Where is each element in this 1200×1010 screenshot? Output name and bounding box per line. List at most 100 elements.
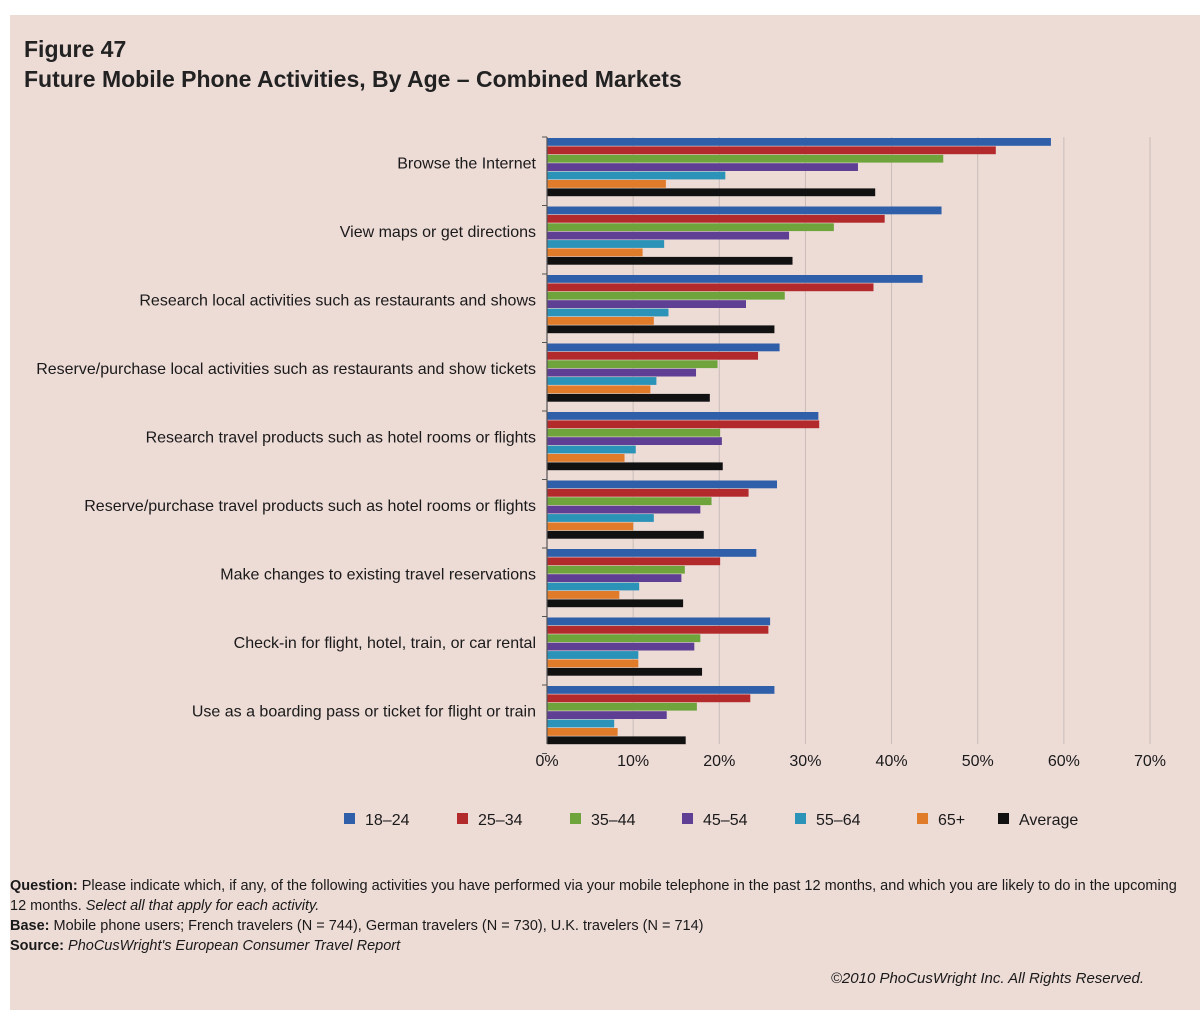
bar-2-2 — [547, 291, 785, 300]
category-labels: Browse the Internet View maps or get dire… — [36, 156, 536, 721]
bar-7-1 — [547, 625, 769, 634]
source-note: Source: PhoCusWright's European Consumer… — [10, 936, 1190, 956]
copyright: ©2010 PhoCusWright Inc. All Rights Reser… — [830, 970, 1144, 987]
x-tick-label-5: 50% — [962, 753, 994, 770]
base-label: Base: — [10, 918, 50, 934]
x-tick-label-4: 40% — [876, 753, 908, 770]
bar-8-0 — [547, 686, 775, 694]
bar-3-1 — [547, 351, 759, 360]
bar-4-3 — [547, 437, 722, 445]
x-tick-label-2: 20% — [703, 753, 735, 770]
legend-label-2: 35–44 — [591, 812, 636, 829]
bar-0-3 — [547, 163, 858, 171]
category-label-5: Reserve/purchase travel products such as… — [84, 498, 536, 515]
bar-7-2 — [547, 634, 701, 643]
legend-swatch-2 — [570, 813, 581, 824]
category-label-2: Research local activities such as restau… — [139, 293, 536, 310]
chart-title: Future Mobile Phone Activities, By Age –… — [24, 66, 682, 92]
legend-label-1: 25–34 — [478, 812, 523, 829]
bar-2-6 — [547, 325, 775, 334]
source-label: Source: — [10, 938, 64, 954]
bar-2-4 — [547, 308, 669, 317]
bar-5-4 — [547, 514, 654, 522]
question-text: Please indicate which, if any, of the fo… — [10, 878, 1177, 914]
x-tick-label-6: 60% — [1048, 753, 1080, 770]
bar-2-3 — [547, 300, 746, 308]
bar-5-1 — [547, 488, 749, 497]
bar-7-6 — [547, 667, 703, 676]
bar-7-4 — [547, 651, 639, 659]
bar-4-4 — [547, 445, 636, 454]
category-label-7: Check-in for flight, hotel, train, or ca… — [234, 635, 536, 652]
bar-1-2 — [547, 223, 834, 232]
bars — [547, 138, 1051, 745]
bar-6-4 — [547, 582, 640, 591]
bar-0-0 — [547, 138, 1051, 146]
bar-6-2 — [547, 565, 685, 574]
question-label: Question: — [10, 878, 78, 894]
bar-8-5 — [547, 728, 618, 736]
bar-5-0 — [547, 480, 778, 489]
bar-0-4 — [547, 171, 726, 180]
bar-1-5 — [547, 248, 643, 257]
bar-1-1 — [547, 214, 885, 223]
base-note: Base: Mobile phone users; French travele… — [10, 916, 1190, 936]
question-note: Question: Please indicate which, if any,… — [10, 876, 1190, 916]
bar-5-6 — [547, 530, 704, 539]
bar-5-5 — [547, 522, 634, 531]
legend-swatch-1 — [457, 813, 468, 824]
category-label-1: View maps or get directions — [340, 224, 536, 241]
base-text: Mobile phone users; French travelers (N … — [53, 918, 704, 934]
category-label-4: Research travel products such as hotel r… — [146, 430, 536, 447]
bar-3-3 — [547, 368, 697, 377]
bar-1-4 — [547, 240, 665, 248]
category-label-3: Reserve/purchase local activities such a… — [36, 361, 536, 378]
bar-2-0 — [547, 275, 923, 283]
legend-label-6: Average — [1019, 812, 1078, 829]
legend-swatch-4 — [795, 813, 806, 824]
bar-5-2 — [547, 497, 712, 506]
bar-4-0 — [547, 412, 819, 420]
bar-5-3 — [547, 505, 701, 514]
x-tick-label-0: 0% — [535, 753, 558, 770]
legend-swatch-0 — [344, 813, 355, 824]
bar-4-5 — [547, 454, 625, 462]
notes: Question: Please indicate which, if any,… — [10, 876, 1190, 956]
x-tick-label-1: 10% — [617, 753, 649, 770]
bar-3-2 — [547, 360, 718, 369]
figure-label: Figure 47 — [24, 36, 127, 62]
bar-1-3 — [547, 231, 790, 240]
bar-6-0 — [547, 549, 757, 557]
category-label-8: Use as a boarding pass or ticket for fli… — [192, 704, 536, 721]
bar-3-6 — [547, 393, 710, 402]
bar-8-2 — [547, 702, 697, 711]
x-tick-label-3: 30% — [789, 753, 821, 770]
bar-6-5 — [547, 591, 620, 599]
bar-2-1 — [547, 283, 874, 292]
legend-label-3: 45–54 — [703, 812, 748, 829]
bar-8-4 — [547, 719, 615, 728]
bar-3-0 — [547, 343, 780, 352]
legend-label-0: 18–24 — [365, 812, 410, 829]
bar-0-1 — [547, 146, 996, 155]
bar-3-4 — [547, 377, 657, 385]
bar-1-0 — [547, 206, 942, 215]
axes — [542, 136, 548, 754]
legend-label-5: 65+ — [938, 812, 965, 829]
bar-0-6 — [547, 188, 876, 197]
bar-3-5 — [547, 385, 651, 394]
bar-4-2 — [547, 428, 721, 437]
bar-4-1 — [547, 420, 820, 429]
bar-chart: Browse the Internet View maps or get dire… — [36, 136, 1166, 829]
category-label-0: Browse the Internet — [397, 156, 536, 173]
bar-0-5 — [547, 180, 666, 188]
bar-7-0 — [547, 617, 771, 626]
bar-6-1 — [547, 557, 721, 566]
legend: 18–24 25–34 35–44 45–54 55–64 65+ Average — [344, 812, 1078, 829]
bar-4-6 — [547, 462, 723, 471]
bar-8-6 — [547, 736, 686, 745]
bar-6-3 — [547, 574, 682, 582]
bar-2-5 — [547, 317, 654, 325]
bar-6-6 — [547, 599, 684, 608]
category-label-6: Make changes to existing travel reservat… — [220, 567, 536, 584]
